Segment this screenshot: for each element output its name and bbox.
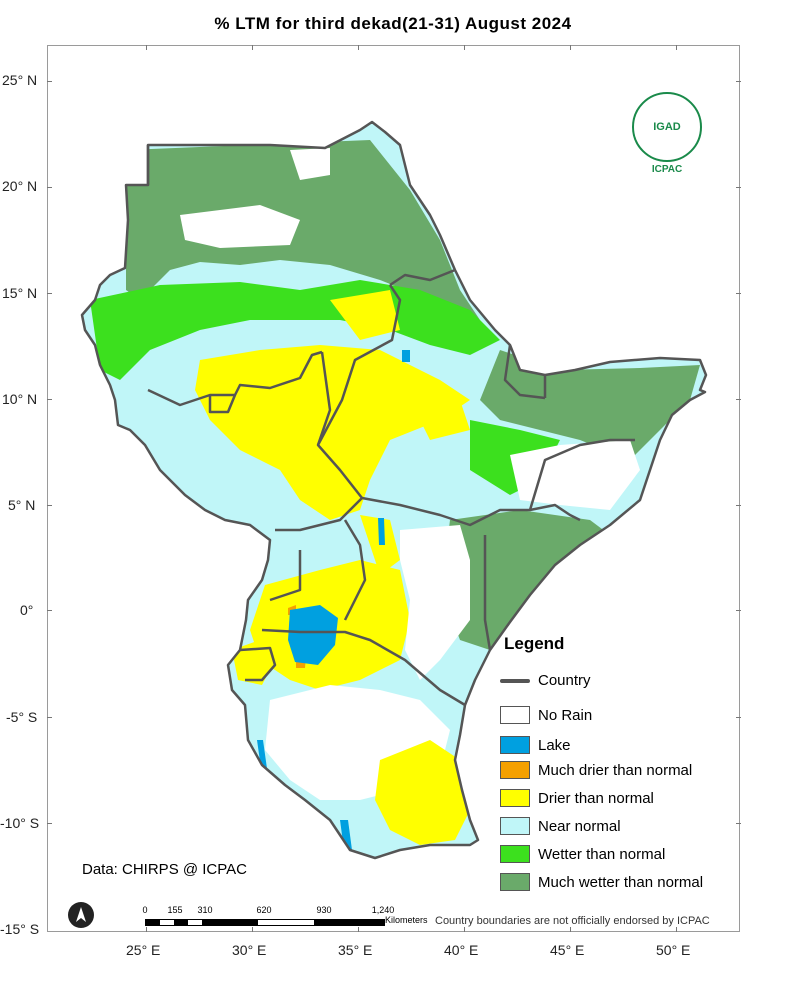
lon-label-45e: 45° E: [550, 942, 585, 958]
legend-item: No Rain: [500, 706, 592, 724]
legend-item: Near normal: [500, 817, 621, 835]
legend-label: No Rain: [538, 706, 593, 724]
lat-tick: [736, 610, 741, 611]
lon-label-50e: 50° E: [656, 942, 691, 958]
legend-item: Much drier than normal: [500, 761, 692, 779]
lat-label-15n: 15° N: [2, 285, 38, 301]
disclaimer: Country boundaries are not officially en…: [435, 915, 710, 927]
lon-tick: [358, 927, 359, 932]
lat-tick: [736, 81, 741, 82]
legend-label: Lake: [538, 736, 571, 754]
lon-tick: [146, 927, 147, 932]
legend-label: Much drier than normal: [538, 761, 693, 779]
lat-tick: [47, 505, 52, 506]
scale-bar-unit: Kilometers: [385, 915, 428, 925]
legend-swatch: [500, 789, 530, 807]
legend-label: Much wetter than normal: [538, 873, 704, 891]
legend-item: Wetter than normal: [500, 845, 665, 863]
lat-label-10n: 10° N: [2, 391, 38, 407]
lat-tick: [47, 823, 52, 824]
lon-tick: [570, 45, 571, 50]
lat-label-5n: 5° N: [8, 497, 36, 513]
lon-label-25e: 25° E: [126, 942, 161, 958]
legend-item: Much wetter than normal: [500, 873, 703, 891]
lon-tick: [464, 45, 465, 50]
lon-tick: [676, 45, 677, 50]
lat-tick: [47, 717, 52, 718]
lon-tick: [252, 45, 253, 50]
scale-tick-label: 620: [256, 905, 272, 915]
legend-item: Drier than normal: [500, 789, 654, 807]
lat-tick: [47, 81, 52, 82]
scale-tick-label: 1,240: [371, 905, 395, 915]
logo-emblem: IGAD: [632, 92, 702, 162]
lat-tick: [736, 293, 741, 294]
lat-label-10s: -10° S: [0, 815, 40, 831]
scale-tick-label: 310: [197, 905, 213, 915]
legend-label: Drier than normal: [538, 789, 654, 807]
lon-tick: [676, 927, 677, 932]
lat-label-15s: -15° S: [0, 921, 40, 937]
scale-tick-label: 155: [167, 905, 183, 915]
north-arrow-glyph: [76, 907, 86, 922]
legend-swatch: [500, 761, 530, 779]
igad-icpac-logo: IGAD ICPAC: [632, 92, 702, 175]
lon-tick: [358, 45, 359, 50]
lon-label-35e: 35° E: [338, 942, 373, 958]
legend-label: Wetter than normal: [538, 845, 666, 863]
north-arrow-icon: [68, 902, 94, 928]
lon-label-30e: 30° E: [232, 942, 267, 958]
lat-label-0: 0°: [20, 602, 34, 618]
legend-country: Country: [500, 672, 591, 689]
legend-country-label: Country: [538, 672, 591, 689]
scale-bar-ticks: 0 155 310 620 930 1,240: [142, 905, 394, 917]
scale-tick-label: 930: [316, 905, 332, 915]
legend-swatch: [500, 845, 530, 863]
lat-tick: [47, 399, 52, 400]
legend-swatch: [500, 706, 530, 724]
lat-label-5s: -5° S: [6, 709, 38, 725]
legend-title: Legend: [504, 634, 565, 653]
scale-bar-segments: [145, 919, 385, 926]
lat-tick: [736, 505, 741, 506]
lat-tick: [736, 187, 741, 188]
legend-swatch: [500, 736, 530, 754]
lat-tick: [47, 610, 52, 611]
lon-tick: [570, 927, 571, 932]
data-source: Data: CHIRPS @ ICPAC: [82, 861, 247, 878]
legend-swatch: [500, 873, 530, 891]
scale-bar: 0 155 310 620 930 1,240: [142, 905, 394, 926]
lat-label-20n: 20° N: [2, 178, 38, 194]
map-title: % LTM for third dekad(21-31) August 2024: [214, 14, 572, 33]
legend-item: Lake: [500, 736, 571, 754]
lon-tick: [464, 927, 465, 932]
legend-label: Near normal: [538, 817, 621, 835]
lon-tick: [146, 45, 147, 50]
lat-tick: [736, 823, 741, 824]
lat-tick: [47, 293, 52, 294]
rainfall-anomaly-map: [80, 120, 708, 860]
lat-tick: [736, 717, 741, 718]
scale-tick-label: 0: [142, 905, 148, 915]
lon-label-40e: 40° E: [444, 942, 479, 958]
legend-swatch: [500, 817, 530, 835]
lat-tick: [47, 187, 52, 188]
logo-ring-text: IGAD: [653, 121, 681, 133]
lat-tick: [736, 399, 741, 400]
country-line-swatch: [500, 678, 530, 683]
map-frame: [47, 45, 740, 932]
logo-sub-text: ICPAC: [651, 164, 683, 175]
lat-label-25n: 25° N: [2, 72, 38, 88]
lon-tick: [252, 927, 253, 932]
